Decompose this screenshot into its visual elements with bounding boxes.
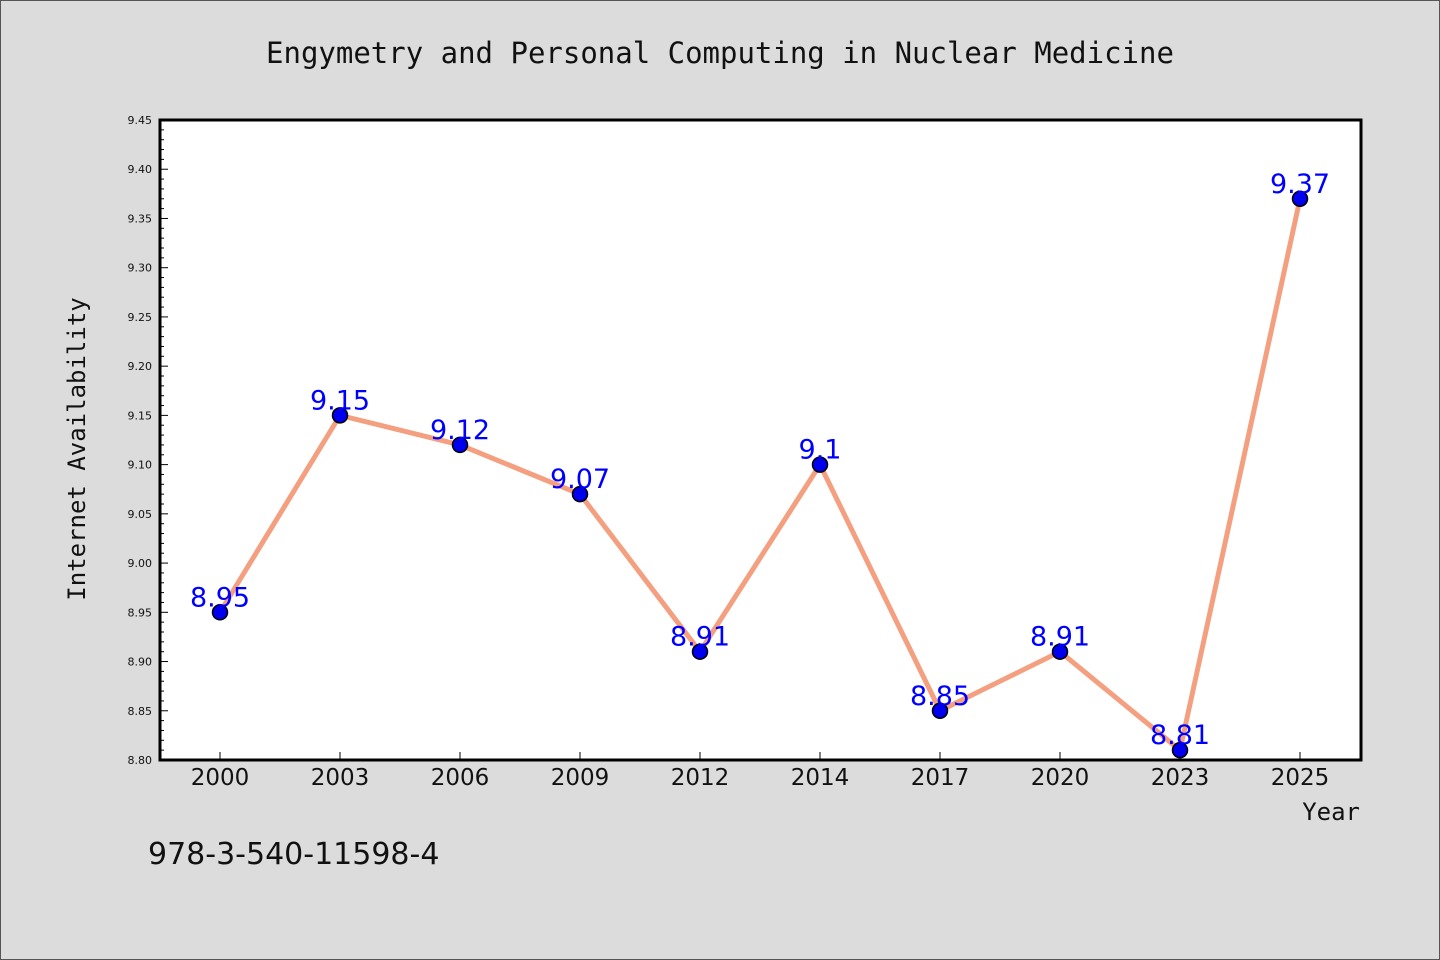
x-tick-label: 2003	[311, 765, 370, 791]
y-tick-label: 9.45	[128, 114, 153, 127]
y-tick-label: 9.15	[128, 409, 153, 422]
plot-area	[158, 118, 1363, 762]
y-axis-label: Internet Availability	[63, 297, 91, 600]
y-tick-label: 9.10	[128, 459, 153, 472]
data-label: 9.1	[799, 435, 842, 466]
data-label: 9.07	[550, 464, 610, 495]
x-axis: 2000 2003 2006 2009 2012 2014 2017 2020 2023 2025	[191, 752, 1330, 791]
data-point	[331, 407, 349, 424]
isbn-text: 978-3-540-11598-4	[148, 837, 439, 872]
x-tick-label: 2009	[551, 765, 610, 791]
x-tick-label: 2006	[431, 765, 490, 791]
data-label: 8.95	[190, 582, 250, 613]
data-point	[931, 702, 949, 720]
data-point	[1291, 190, 1309, 208]
x-tick-label: 2014	[791, 765, 850, 791]
data-label: 8.91	[670, 622, 730, 653]
data-label: 8.85	[910, 681, 970, 712]
data-labels: 8.95 9.15 9.12 9.07 8.91 9.1 8.85 8.91 8.81 9.37	[190, 169, 1330, 751]
y-tick-label: 9.20	[128, 360, 153, 373]
data-label: 9.15	[310, 385, 370, 416]
x-tick-label: 2023	[1151, 765, 1210, 791]
chart-title: Engymetry and Personal Computing in Nucl…	[266, 36, 1174, 70]
y-tick-label: 9.30	[128, 262, 153, 275]
y-tick-label: 9.00	[128, 557, 153, 570]
data-point	[691, 643, 709, 660]
data-point	[571, 485, 589, 503]
y-axis: 8.80 8.85 8.90 8.95 9.00 9.05 9.10 9.15 9.20 9.25…	[128, 114, 168, 767]
data-label: 9.12	[430, 415, 490, 446]
x-tick-label: 2000	[191, 765, 250, 791]
data-point	[451, 436, 469, 454]
y-tick-label: 8.85	[128, 705, 153, 718]
data-label: 9.37	[1270, 169, 1330, 200]
x-tick-label: 2017	[911, 765, 970, 791]
data-markers	[211, 190, 1309, 759]
data-point	[811, 456, 829, 473]
data-point	[1051, 643, 1069, 660]
y-tick-label: 9.35	[128, 212, 153, 225]
y-tick-label: 9.25	[128, 311, 153, 324]
x-tick-label: 2020	[1031, 765, 1090, 791]
x-axis-label: Year	[1302, 798, 1360, 826]
data-label: 8.91	[1030, 622, 1090, 653]
y-tick-label: 8.90	[128, 656, 153, 669]
x-tick-label: 2012	[671, 765, 730, 791]
y-tick-label: 9.05	[128, 508, 153, 521]
y-tick-label: 8.80	[128, 754, 153, 767]
data-point	[211, 604, 229, 621]
series-line	[217, 196, 1303, 753]
y-tick-label: 8.95	[128, 606, 153, 619]
data-point	[1171, 741, 1189, 759]
data-label: 8.81	[1150, 720, 1210, 751]
y-tick-label: 9.40	[128, 163, 153, 176]
x-tick-label: 2025	[1271, 765, 1330, 791]
